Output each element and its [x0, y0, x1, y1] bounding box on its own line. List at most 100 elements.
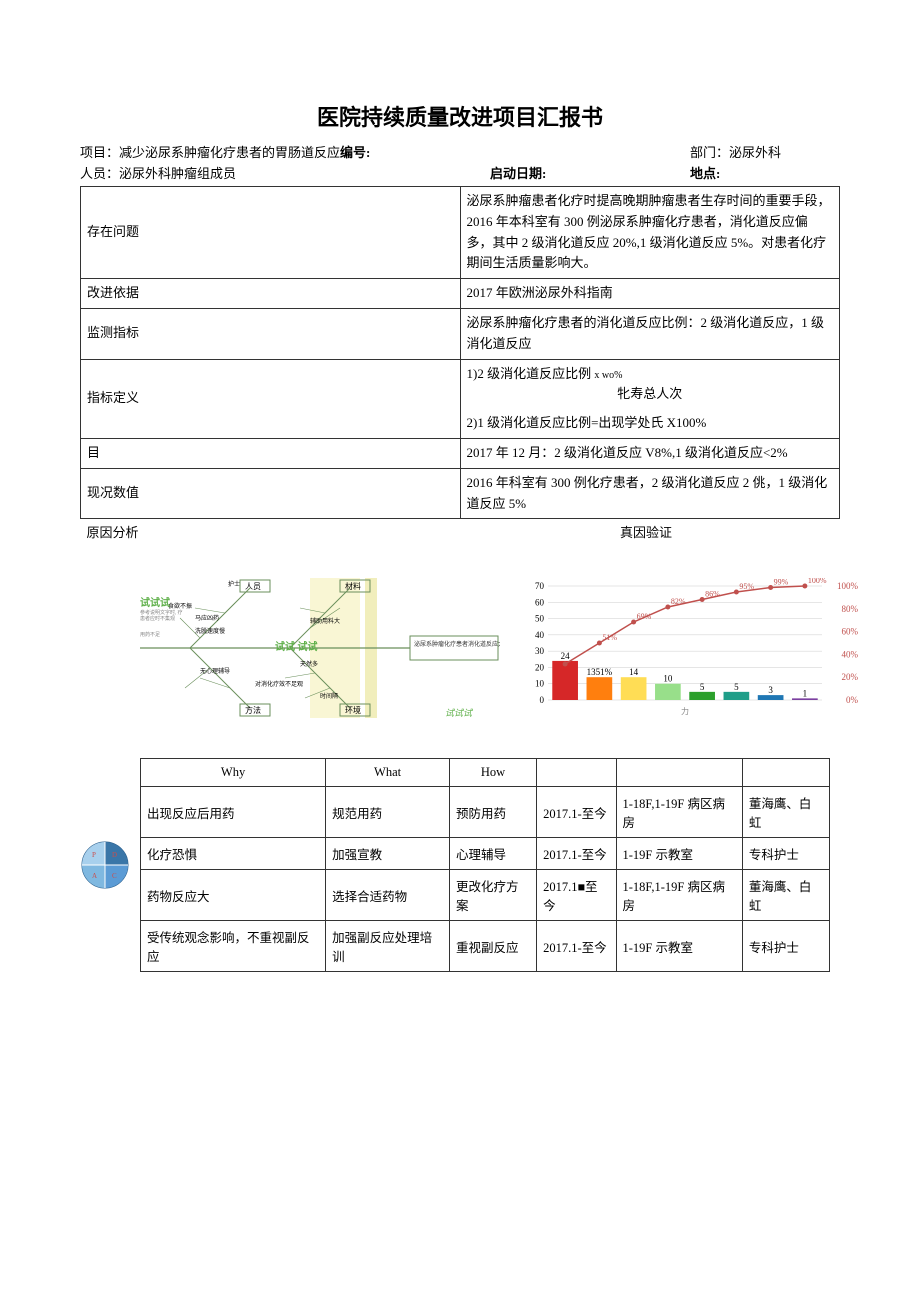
dept-value: 泌尿外科 — [729, 145, 781, 160]
svg-text:5: 5 — [700, 682, 705, 692]
def-mid: 牝寿总人次 — [467, 384, 834, 405]
action-cell-where: 1-19F 示教室 — [616, 921, 742, 972]
svg-text:24: 24 — [561, 651, 571, 661]
basis-label: 改进依据 — [81, 279, 461, 309]
svg-text:方法: 方法 — [245, 705, 261, 715]
def-cell: 1)2 级消化道反应比例 x wo% 牝寿总人次 2)1 级消化道反应比例=出现… — [460, 359, 840, 438]
action-cell-how: 更改化疗方案 — [450, 870, 537, 921]
action-cell-what: 规范用药 — [326, 787, 450, 838]
svg-text:86%: 86% — [705, 590, 720, 599]
action-cell-when: 2017.1-至今 — [537, 838, 616, 870]
svg-text:80%: 80% — [842, 604, 859, 614]
svg-text:5: 5 — [734, 682, 739, 692]
table-row: 药物反应大选择合适药物更改化疗方案2017.1■至今1-18F,1-19F 病区… — [141, 870, 830, 921]
action-header: What — [326, 759, 450, 787]
problem-label: 存在问题 — [81, 187, 461, 279]
action-cell-who: 专科护士 — [742, 921, 829, 972]
svg-text:对消化疗效不足观: 对消化疗效不足观 — [255, 680, 303, 688]
svg-text:1351%: 1351% — [587, 667, 613, 677]
svg-text:99%: 99% — [774, 578, 789, 587]
fishbone-head: 泌尿系肿瘤化疗患者消化道反应大 — [414, 640, 500, 648]
action-cell-who: 董海鹰、白虹 — [742, 870, 829, 921]
goal-label: 目 — [81, 438, 461, 468]
goal-text: 2017 年 12 月：2 级消化道反应 V8%,1 级消化道反应<2% — [460, 438, 840, 468]
svg-text:100%: 100% — [808, 578, 827, 585]
svg-text:力: 力 — [681, 706, 689, 716]
svg-text:100%: 100% — [837, 581, 859, 591]
def-sub1: x wo% — [594, 370, 622, 381]
action-cell-what: 加强宣教 — [326, 838, 450, 870]
table-row: 受传统观念影响，不重视副反应加强副反应处理培训重视副反应2017.1-至今1-1… — [141, 921, 830, 972]
action-cell-where: 1-18F,1-19F 病区病房 — [616, 787, 742, 838]
svg-text:C: C — [112, 872, 117, 880]
svg-text:人员: 人员 — [245, 582, 261, 591]
svg-text:60: 60 — [535, 597, 545, 607]
main-table: 存在问题 泌尿系肿瘤患者化疗时提高晚期肿瘤患者生存时间的重要手段，2016 年本… — [80, 186, 840, 548]
svg-text:0: 0 — [540, 695, 545, 705]
svg-text:用药不足: 用药不足 — [140, 631, 160, 638]
svg-text:30: 30 — [535, 646, 545, 656]
svg-text:1: 1 — [803, 689, 808, 699]
staff-value: 泌尿外科肿瘤组成员 — [119, 166, 236, 181]
action-header: How — [450, 759, 537, 787]
page-title: 医院持续质量改进项目汇报书 — [80, 100, 840, 132]
svg-text:60%: 60% — [842, 627, 859, 637]
svg-text:95%: 95% — [739, 582, 754, 591]
svg-text:20%: 20% — [842, 672, 859, 682]
action-cell-what: 加强副反应处理培训 — [326, 921, 450, 972]
svg-text:14: 14 — [629, 667, 639, 677]
action-cell-how: 心理辅导 — [450, 838, 537, 870]
watermark: 试试试 — [140, 596, 170, 609]
header-row-2: 人员：泌尿外科肿瘤组成员 启动日期: 地点: — [80, 163, 840, 182]
action-cell-how: 重视副反应 — [450, 921, 537, 972]
staff-label: 人员： — [80, 166, 119, 181]
svg-text:51%: 51% — [602, 633, 617, 642]
action-section: P D A C WhyWhatHow 出现反应后用药规范用药预防用药2017.1… — [80, 758, 840, 972]
table-row: 出现反应后用药规范用药预防用药2017.1-至今1-18F,1-19F 病区病房… — [141, 787, 830, 838]
action-cell-why: 受传统观念影响，不重视副反应 — [141, 921, 326, 972]
svg-text:69%: 69% — [637, 612, 652, 621]
def-line1: 1)2 级消化道反应比例 — [467, 366, 595, 381]
svg-text:P: P — [92, 851, 96, 859]
action-cell-where: 1-19F 示教室 — [616, 838, 742, 870]
verify-label: 真因验证 — [460, 519, 840, 548]
svg-text:无心理辅导: 无心理辅导 — [200, 667, 230, 675]
action-cell-when: 2017.1-至今 — [537, 787, 616, 838]
project-label: 项目： — [80, 145, 119, 160]
svg-text:护士: 护士 — [228, 580, 240, 588]
svg-text:82%: 82% — [671, 597, 686, 606]
action-header — [742, 759, 829, 787]
current-text: 2016 年科室有 300 例化疗患者，2 级消化道反应 2 佻，1 级消化道反… — [460, 468, 840, 519]
def-line2: 2)1 级消化道反应比例=出现学处氏 X100% — [467, 413, 834, 434]
action-cell-why: 化疗恐惧 — [141, 838, 326, 870]
pdca-icon: P D A C — [80, 840, 130, 890]
svg-text:50: 50 — [535, 614, 545, 624]
svg-text:试试试: 试试试 — [445, 708, 474, 718]
svg-text:环境: 环境 — [345, 705, 361, 715]
project-value: 减少泌尿系肿瘤化疗患者的胃肠道反应 — [119, 145, 340, 160]
svg-text:患者应时不集观: 患者应时不集观 — [140, 615, 175, 622]
action-table: WhyWhatHow 出现反应后用药规范用药预防用药2017.1-至今1-18F… — [140, 758, 830, 972]
svg-text:3: 3 — [768, 685, 773, 695]
action-cell-when: 2017.1-至今 — [537, 921, 616, 972]
basis-text: 2017 年欧洲泌尿外科指南 — [460, 279, 840, 309]
monitor-label: 监测指标 — [81, 308, 461, 359]
action-header — [616, 759, 742, 787]
svg-text:食欲不振: 食欲不振 — [168, 602, 192, 610]
action-cell-how: 预防用药 — [450, 787, 537, 838]
svg-text:试试 试试: 试试 试试 — [275, 640, 318, 653]
svg-text:辅助用料大: 辅助用料大 — [310, 617, 340, 625]
svg-text:70: 70 — [535, 581, 545, 591]
action-cell-who: 董海鹰、白虹 — [742, 787, 829, 838]
cause-label: 原因分析 — [81, 519, 461, 548]
svg-text:材料: 材料 — [345, 581, 361, 591]
location-label: 地点: — [690, 163, 840, 182]
svg-text:参考说明文字时, 疗: 参考说明文字时, 疗 — [140, 609, 183, 616]
svg-text:A: A — [92, 872, 97, 880]
svg-text:D: D — [112, 851, 117, 859]
number-label: 编号: — [340, 145, 370, 160]
svg-text:10: 10 — [663, 674, 673, 684]
pareto-chart: 0102030405060700%20%40%60%80%100%241351%… — [520, 578, 860, 718]
problem-text: 泌尿系肿瘤患者化疗时提高晚期肿瘤患者生存时间的重要手段，2016 年本科室有 3… — [460, 187, 840, 279]
svg-text:0%: 0% — [846, 695, 859, 705]
